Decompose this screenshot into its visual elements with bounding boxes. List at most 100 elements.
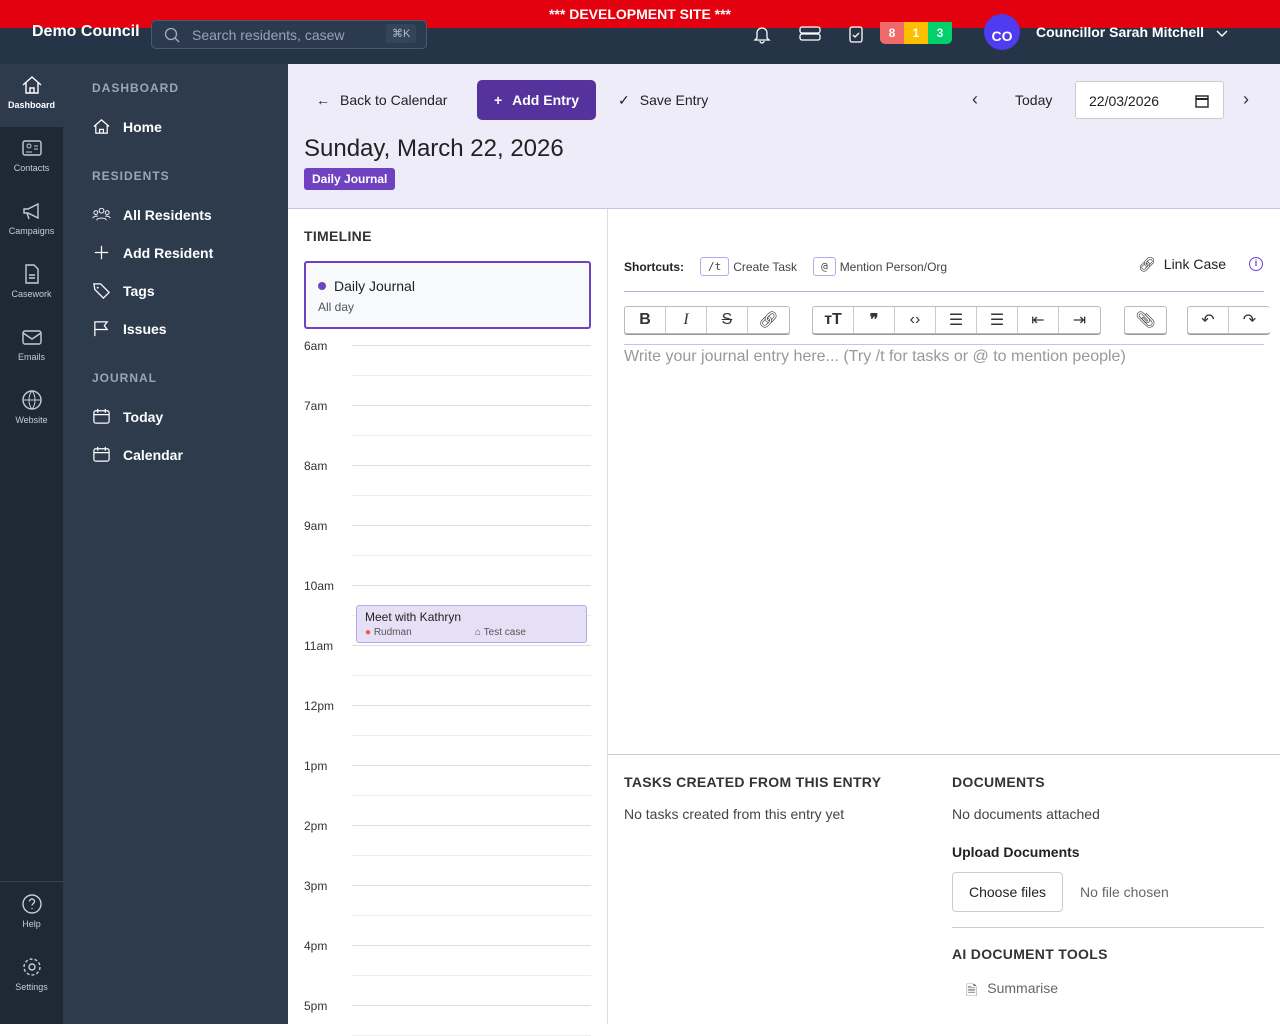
sidebar-item-issues[interactable]: Issues: [92, 319, 167, 338]
quote-button[interactable]: ❞: [854, 307, 895, 333]
documents-title: DOCUMENTS: [952, 774, 1045, 790]
rail-dashboard[interactable]: Dashboard: [0, 64, 63, 127]
numbered-list-button[interactable]: ☰: [977, 307, 1018, 333]
back-to-calendar-button[interactable]: ← Back to Calendar: [316, 92, 447, 108]
half-hour-line: [352, 495, 591, 496]
rail-settings[interactable]: Settings: [0, 946, 63, 1009]
date-value: 22/03/2026: [1089, 93, 1160, 109]
heading-button[interactable]: тT: [813, 307, 854, 333]
documents-divider: [952, 927, 1264, 928]
bullet-list-button[interactable]: ☰: [936, 307, 977, 333]
document-icon: 🗎︎: [966, 982, 978, 998]
event-location: ● Rudman: [365, 627, 412, 638]
rail-help[interactable]: Help: [0, 883, 63, 946]
half-hour-line: [352, 855, 591, 856]
hour-line: [352, 885, 591, 886]
sidebar-item-tags[interactable]: Tags: [92, 281, 155, 300]
section-dashboard: DASHBOARD: [92, 81, 179, 95]
clipboard-check-icon[interactable]: [848, 24, 866, 44]
sidebar-item-home[interactable]: Home: [92, 117, 162, 136]
org-name: Demo Council: [32, 23, 140, 40]
journal-editor-input[interactable]: Write your journal entry here... (Try /t…: [624, 348, 1126, 365]
italic-button[interactable]: I: [666, 307, 707, 333]
search-input[interactable]: Search residents, casew ⌘K: [151, 20, 427, 49]
link-case-button[interactable]: 🔗︎ Link Case: [1138, 256, 1226, 273]
chevron-down-icon[interactable]: [1215, 26, 1229, 40]
shortcut-label: Mention Person/Org: [839, 259, 948, 274]
outdent-button[interactable]: ⇤: [1018, 307, 1059, 333]
rail-emails[interactable]: Emails: [0, 316, 63, 379]
contact-card-icon: [21, 140, 42, 156]
hour-line: [352, 1005, 591, 1006]
bold-button[interactable]: B: [625, 307, 666, 333]
code-button[interactable]: ‹›: [895, 307, 936, 333]
timeline-panel: TIMELINE Daily Journal All day 6am 7am 8am…: [288, 209, 608, 1036]
allday-event[interactable]: Daily Journal All day: [304, 261, 591, 329]
sidebar-item-all-residents[interactable]: All Residents: [92, 205, 212, 224]
page-title: Sunday, March 22, 2026: [304, 135, 564, 162]
tasks-section: TASKS CREATED FROM THIS ENTRY No tasks c…: [624, 774, 881, 822]
add-entry-button[interactable]: + Add Entry: [477, 80, 596, 120]
megaphone-icon: [22, 202, 39, 220]
hour-line: [352, 645, 591, 646]
redo-button[interactable]: ↷: [1242, 312, 1257, 329]
date-input[interactable]: 22/03/2026: [1075, 81, 1224, 119]
link-case-label: Link Case: [1163, 256, 1227, 272]
home-icon: [22, 76, 41, 94]
prev-day-button[interactable]: ‹: [972, 89, 978, 109]
link-button[interactable]: 🔗︎: [758, 312, 779, 329]
hour-label: 2pm: [304, 819, 328, 833]
info-icon[interactable]: i: [1249, 257, 1263, 271]
sidebar-item-today[interactable]: Today: [92, 407, 163, 426]
rail-label: Casework: [11, 289, 52, 299]
hour-label: 3pm: [304, 879, 328, 893]
link-icon: 🔗︎: [1138, 256, 1156, 272]
rail-casework[interactable]: Casework: [0, 253, 63, 316]
hour-label: 8am: [304, 459, 328, 473]
section-residents: RESIDENTS: [92, 169, 170, 183]
today-button[interactable]: Today: [1015, 92, 1053, 108]
hour-line: [352, 345, 591, 346]
save-entry-button[interactable]: ✓ Save Entry: [618, 92, 708, 109]
undo-button[interactable]: ↶: [1188, 307, 1229, 333]
pin-icon: ●: [365, 627, 372, 638]
summarise-button[interactable]: 🗎︎ Summarise: [966, 980, 1264, 1004]
nav-label: All Residents: [123, 206, 212, 223]
bell-icon[interactable]: [752, 24, 772, 44]
users-icon: [92, 207, 111, 221]
flag-icon: [94, 321, 109, 337]
ai-tools-title: AI DOCUMENT TOOLS: [952, 946, 1108, 962]
next-day-button[interactable]: ›: [1243, 89, 1249, 109]
rail-divider: [0, 881, 63, 882]
hour-line: [352, 405, 591, 406]
shortcuts-bar: Shortcuts: /t Create Task @ Mention Person…: [624, 257, 947, 276]
top-bar: Demo Council Search residents, casew ⌘K …: [0, 14, 1280, 64]
history-group: ↶ ↷: [1187, 306, 1270, 334]
indent-button[interactable]: ⇥: [1072, 312, 1087, 329]
sidebar-item-add-resident[interactable]: Add Resident: [92, 243, 213, 262]
half-hour-line: [352, 795, 591, 796]
check-icon: ✓: [618, 92, 630, 108]
calendar-event[interactable]: Meet with Kathryn ● Rudman ⌂ Test case: [356, 605, 587, 643]
hour-label: 6am: [304, 339, 328, 353]
save-label: Save Entry: [639, 92, 709, 108]
hour-line: [352, 705, 591, 706]
documents-section: DOCUMENTS No documents attached Upload D…: [952, 774, 1264, 1004]
rail-campaigns[interactable]: Campaigns: [0, 190, 63, 253]
server-icon[interactable]: [799, 24, 821, 44]
sidebar-item-calendar[interactable]: Calendar: [92, 445, 183, 464]
event-dot-icon: [318, 282, 326, 290]
notification-badges[interactable]: 8 1 3: [880, 22, 952, 44]
hour-line: [352, 825, 591, 826]
tasks-title: TASKS CREATED FROM THIS ENTRY: [624, 774, 882, 790]
badge-green: 3: [928, 22, 952, 44]
entry-header: ← Back to Calendar + Add Entry ✓ Save Entry…: [288, 64, 1280, 209]
badge-red: 8: [880, 22, 904, 44]
strikethrough-button[interactable]: S: [707, 307, 748, 333]
attachment-button[interactable]: 📎︎: [1135, 312, 1156, 329]
choose-files-button[interactable]: Choose files: [952, 872, 1064, 912]
user-name[interactable]: Councillor Sarah Mitchell: [1036, 24, 1205, 40]
avatar[interactable]: CO: [984, 14, 1020, 50]
rail-website[interactable]: Website: [0, 379, 63, 442]
rail-contacts[interactable]: Contacts: [0, 127, 63, 190]
